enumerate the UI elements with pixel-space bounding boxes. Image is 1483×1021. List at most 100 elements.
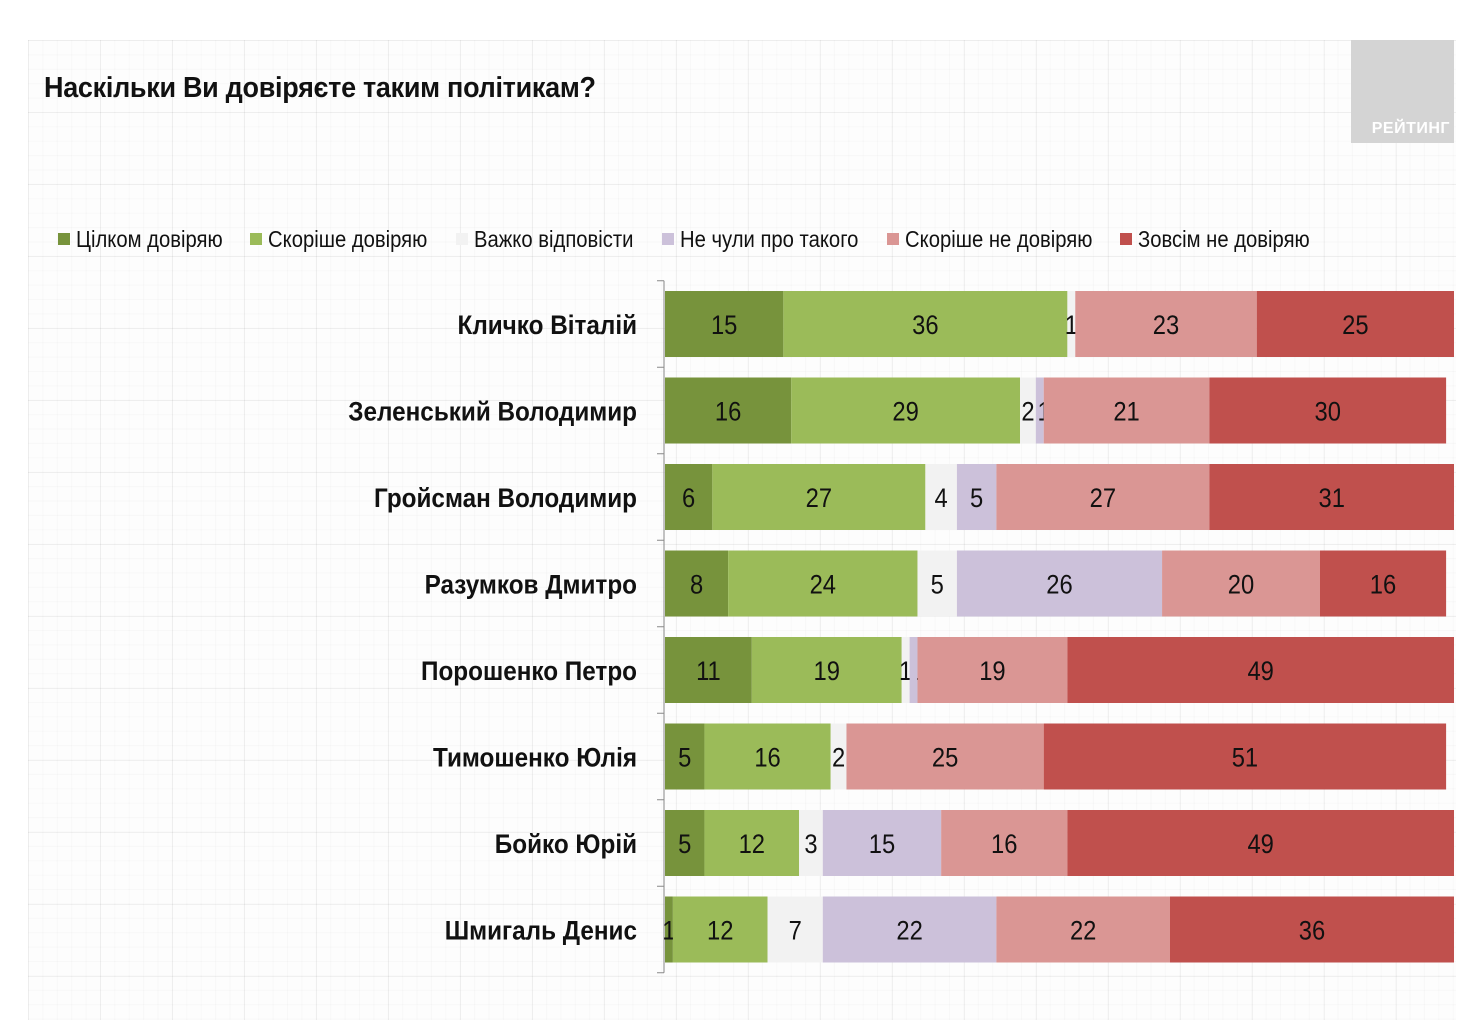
data-label: 7 bbox=[789, 916, 802, 946]
legend-item: Не чули про такого bbox=[661, 225, 859, 253]
legend-label: Важко відповісти bbox=[473, 225, 634, 252]
bar-segment bbox=[1067, 810, 1454, 876]
legend: Цілком довіряю Скоріше довіряю Важко відпо… bbox=[58, 225, 1310, 253]
bar-segment bbox=[830, 723, 847, 790]
bar-segment bbox=[917, 637, 1068, 703]
bar-segment bbox=[665, 637, 752, 703]
data-label: 5 bbox=[678, 743, 691, 773]
bar-segment bbox=[704, 810, 800, 876]
category-label: Гройсман Володимир bbox=[374, 484, 637, 513]
bar-segment bbox=[1169, 896, 1454, 963]
data-label: 19 bbox=[979, 657, 1005, 687]
bar-segment bbox=[799, 810, 823, 876]
data-label: 49 bbox=[1247, 657, 1273, 687]
legend-swatch bbox=[661, 233, 674, 245]
category-label: Тимошенко Юлія bbox=[433, 743, 637, 772]
legend-swatch bbox=[886, 233, 899, 245]
data-label: 12 bbox=[739, 830, 765, 860]
bar-segment bbox=[767, 896, 823, 963]
category-label: Разумков Дмитро bbox=[425, 570, 637, 599]
category-label: Шмигаль Денис bbox=[445, 916, 637, 945]
bar-segment bbox=[665, 291, 784, 357]
data-label: 25 bbox=[932, 743, 958, 773]
bar-segment bbox=[917, 550, 957, 617]
legend-label: Цілком довіряю bbox=[76, 225, 223, 252]
data-label: 23 bbox=[1153, 311, 1179, 341]
bar-segment bbox=[822, 810, 942, 876]
data-label: 36 bbox=[912, 311, 938, 341]
bar-segment bbox=[665, 550, 729, 617]
data-label: 25 bbox=[1342, 311, 1368, 341]
bar-segment bbox=[996, 896, 1170, 963]
legend-swatch bbox=[455, 233, 468, 245]
data-label: 24 bbox=[810, 570, 836, 600]
bar-segment bbox=[1035, 377, 1044, 444]
data-label: 4 bbox=[935, 484, 948, 514]
legend-item: Скоріше довіряю bbox=[250, 226, 428, 253]
data-label: 31 bbox=[1318, 484, 1344, 514]
bar-segment bbox=[665, 896, 673, 963]
legend-label: Скоріше довіряю bbox=[268, 225, 428, 252]
bar-segment bbox=[1319, 550, 1447, 617]
bar-row: Тимошенко Юлія 5 16 2 25 51 bbox=[433, 723, 1447, 790]
bar-segment bbox=[1067, 291, 1076, 357]
legend-swatch bbox=[1120, 233, 1133, 245]
bar-row: Шмигаль Денис 1 12 7 22 22 36 bbox=[445, 896, 1454, 963]
bar-segment bbox=[909, 637, 918, 703]
data-label: 5 bbox=[970, 484, 983, 514]
bar-segment bbox=[712, 464, 926, 530]
bar-row: Кличко Віталій 15 36 1 23 25 bbox=[458, 291, 1454, 357]
bar-segment bbox=[956, 464, 997, 530]
bar-segment bbox=[1256, 291, 1454, 357]
data-label: 27 bbox=[806, 484, 832, 514]
data-label: 2 bbox=[832, 743, 845, 773]
bar-segment bbox=[901, 637, 910, 703]
category-label: Зеленський Володимир bbox=[348, 397, 637, 426]
legend-label: Не чули про такого bbox=[679, 225, 859, 252]
bar-segment bbox=[1075, 291, 1257, 357]
data-label: 11 bbox=[696, 657, 721, 687]
bar-row: Порошенко Петро1119111949 bbox=[421, 637, 1454, 703]
data-label: 8 bbox=[690, 570, 703, 600]
legend-item: Скоріше не довіряю bbox=[886, 225, 1093, 253]
bar-segment bbox=[1043, 377, 1210, 444]
data-label: 15 bbox=[869, 830, 895, 860]
legend-item: Цілком довіряю bbox=[58, 225, 223, 253]
data-label: 16 bbox=[1370, 570, 1396, 600]
data-label: 1 bbox=[899, 657, 912, 687]
category-label: Кличко Віталій bbox=[458, 311, 637, 340]
bar-segment bbox=[956, 550, 1163, 617]
data-label: 22 bbox=[1070, 916, 1096, 946]
data-label: 22 bbox=[896, 916, 922, 946]
logo-text: РЕЙТИНГ bbox=[1371, 120, 1450, 137]
legend-item: Важко відповісти bbox=[455, 225, 634, 253]
category-label: Порошенко Петро bbox=[421, 657, 637, 686]
bar-segment bbox=[665, 377, 792, 444]
data-label: 5 bbox=[678, 830, 691, 860]
data-label: 26 bbox=[1046, 570, 1072, 600]
data-label: 3 bbox=[804, 830, 817, 860]
data-label: 19 bbox=[814, 657, 840, 687]
legend-label: Скоріше не довіряю bbox=[904, 225, 1093, 252]
bar-segment bbox=[1020, 377, 1036, 444]
bar-row: Гройсман Володимир 6 27 4 5 27 31 bbox=[374, 464, 1454, 530]
data-label: 16 bbox=[754, 743, 780, 773]
data-label: 5 bbox=[931, 570, 944, 600]
data-label: 21 bbox=[1113, 397, 1139, 427]
bar-segment bbox=[704, 723, 831, 790]
data-label: 16 bbox=[715, 397, 741, 427]
data-label: 27 bbox=[1090, 484, 1116, 514]
data-label: 16 bbox=[991, 830, 1017, 860]
bar-segment bbox=[791, 377, 1021, 444]
bar-segment bbox=[1209, 464, 1454, 530]
data-label: 6 bbox=[682, 484, 695, 514]
data-label: 1 bbox=[1065, 311, 1078, 341]
legend-item: Зовсім не довіряю bbox=[1120, 226, 1310, 253]
bar-segment bbox=[1162, 550, 1320, 617]
bar-segment bbox=[665, 810, 705, 876]
bar-segment bbox=[783, 291, 1068, 357]
data-label: 2 bbox=[1021, 397, 1034, 427]
bar-segment bbox=[751, 637, 902, 703]
legend-swatch bbox=[250, 233, 263, 245]
